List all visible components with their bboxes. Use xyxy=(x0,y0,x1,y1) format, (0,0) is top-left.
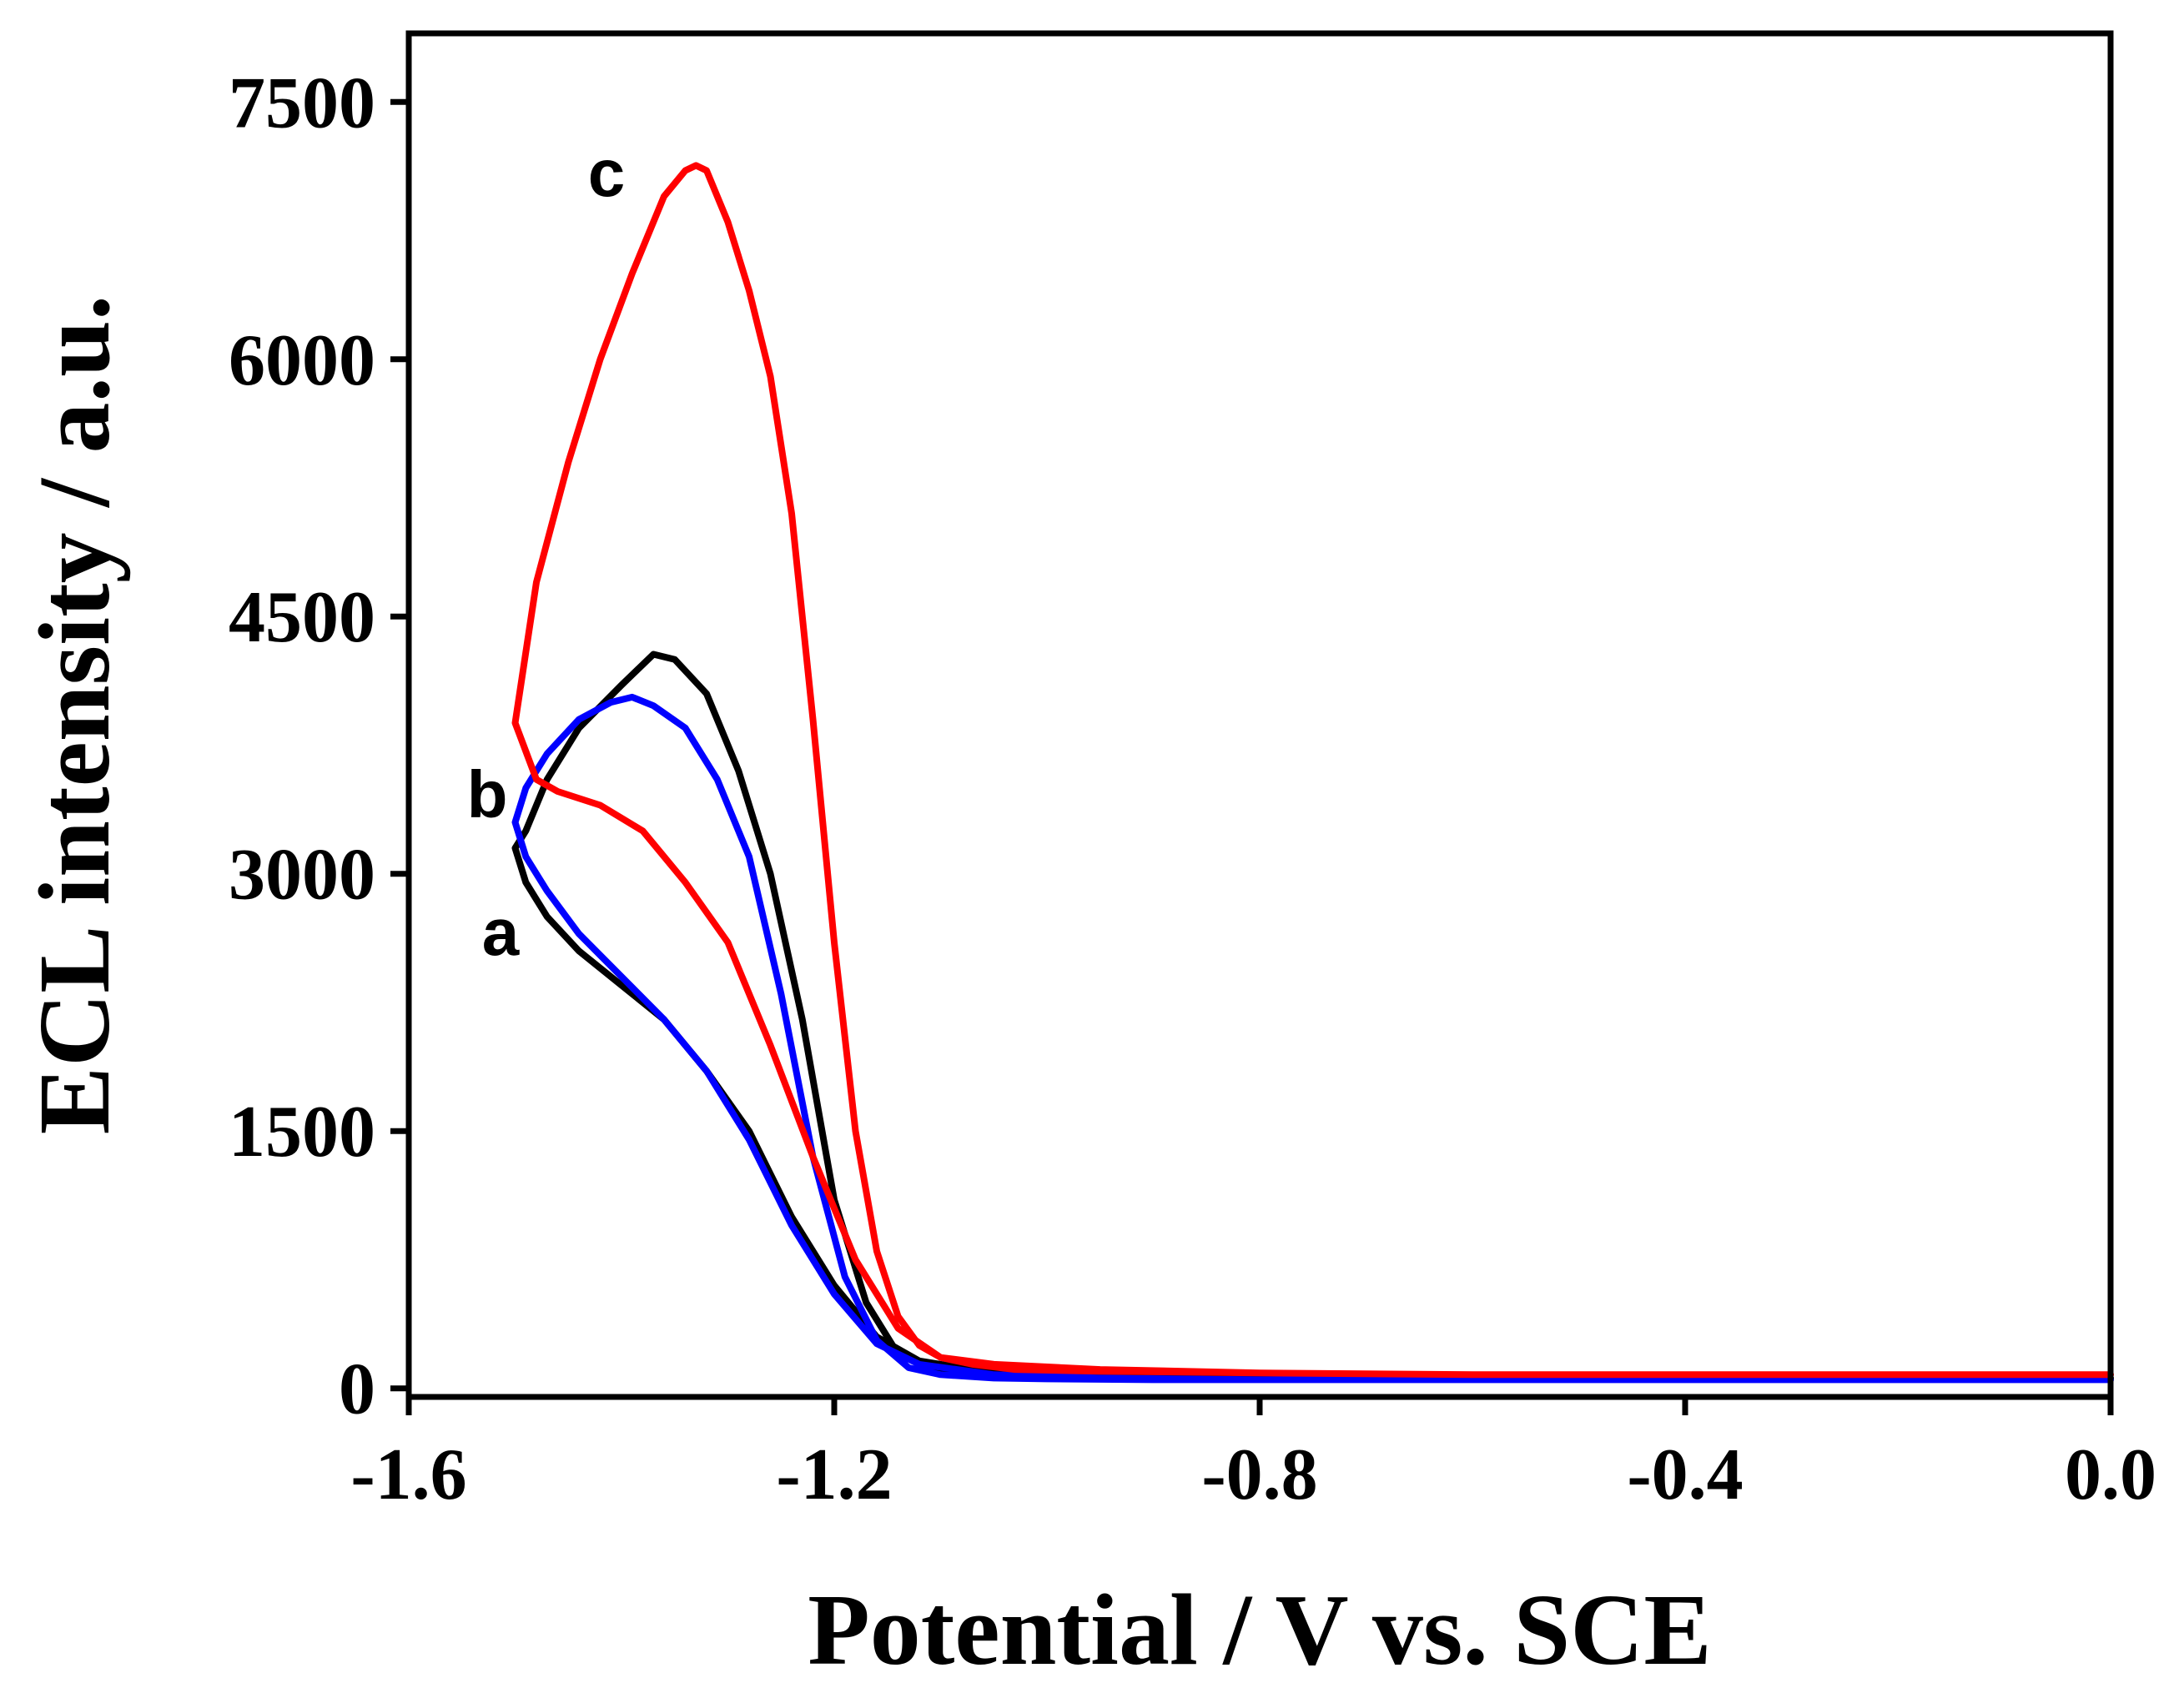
y-tick-label: 6000 xyxy=(229,320,375,401)
series-line-c xyxy=(511,162,2114,1379)
y-tick-label: 7500 xyxy=(229,63,375,143)
curve-label-c: c xyxy=(588,136,626,210)
y-tick-label: 4500 xyxy=(229,577,375,658)
series-line-b xyxy=(511,693,2114,1384)
x-tick-label: -0.8 xyxy=(1201,1434,1317,1515)
y-axis-title: ECL intensity / a.u. xyxy=(18,295,131,1135)
curve-label-a: a xyxy=(482,895,520,969)
curve-label-b: b xyxy=(467,757,508,831)
y-tick-label: 3000 xyxy=(229,835,375,916)
x-tick-label: -1.2 xyxy=(776,1434,892,1515)
x-ticks: -1.6 -1.2 -0.8 -0.4 0.0 xyxy=(350,1397,2156,1515)
x-tick-label: -0.4 xyxy=(1627,1434,1743,1515)
series-layer xyxy=(511,162,2114,1384)
y-ticks: 0 1500 3000 4500 6000 7500 xyxy=(229,63,409,1430)
x-tick-label: 0.0 xyxy=(2065,1434,2156,1515)
y-tick-label: 1500 xyxy=(229,1092,375,1173)
x-tick-label: -1.6 xyxy=(350,1434,466,1515)
y-tick-label: 0 xyxy=(339,1349,375,1430)
x-axis-title: Potential / V vs. SCE xyxy=(808,1574,1711,1686)
